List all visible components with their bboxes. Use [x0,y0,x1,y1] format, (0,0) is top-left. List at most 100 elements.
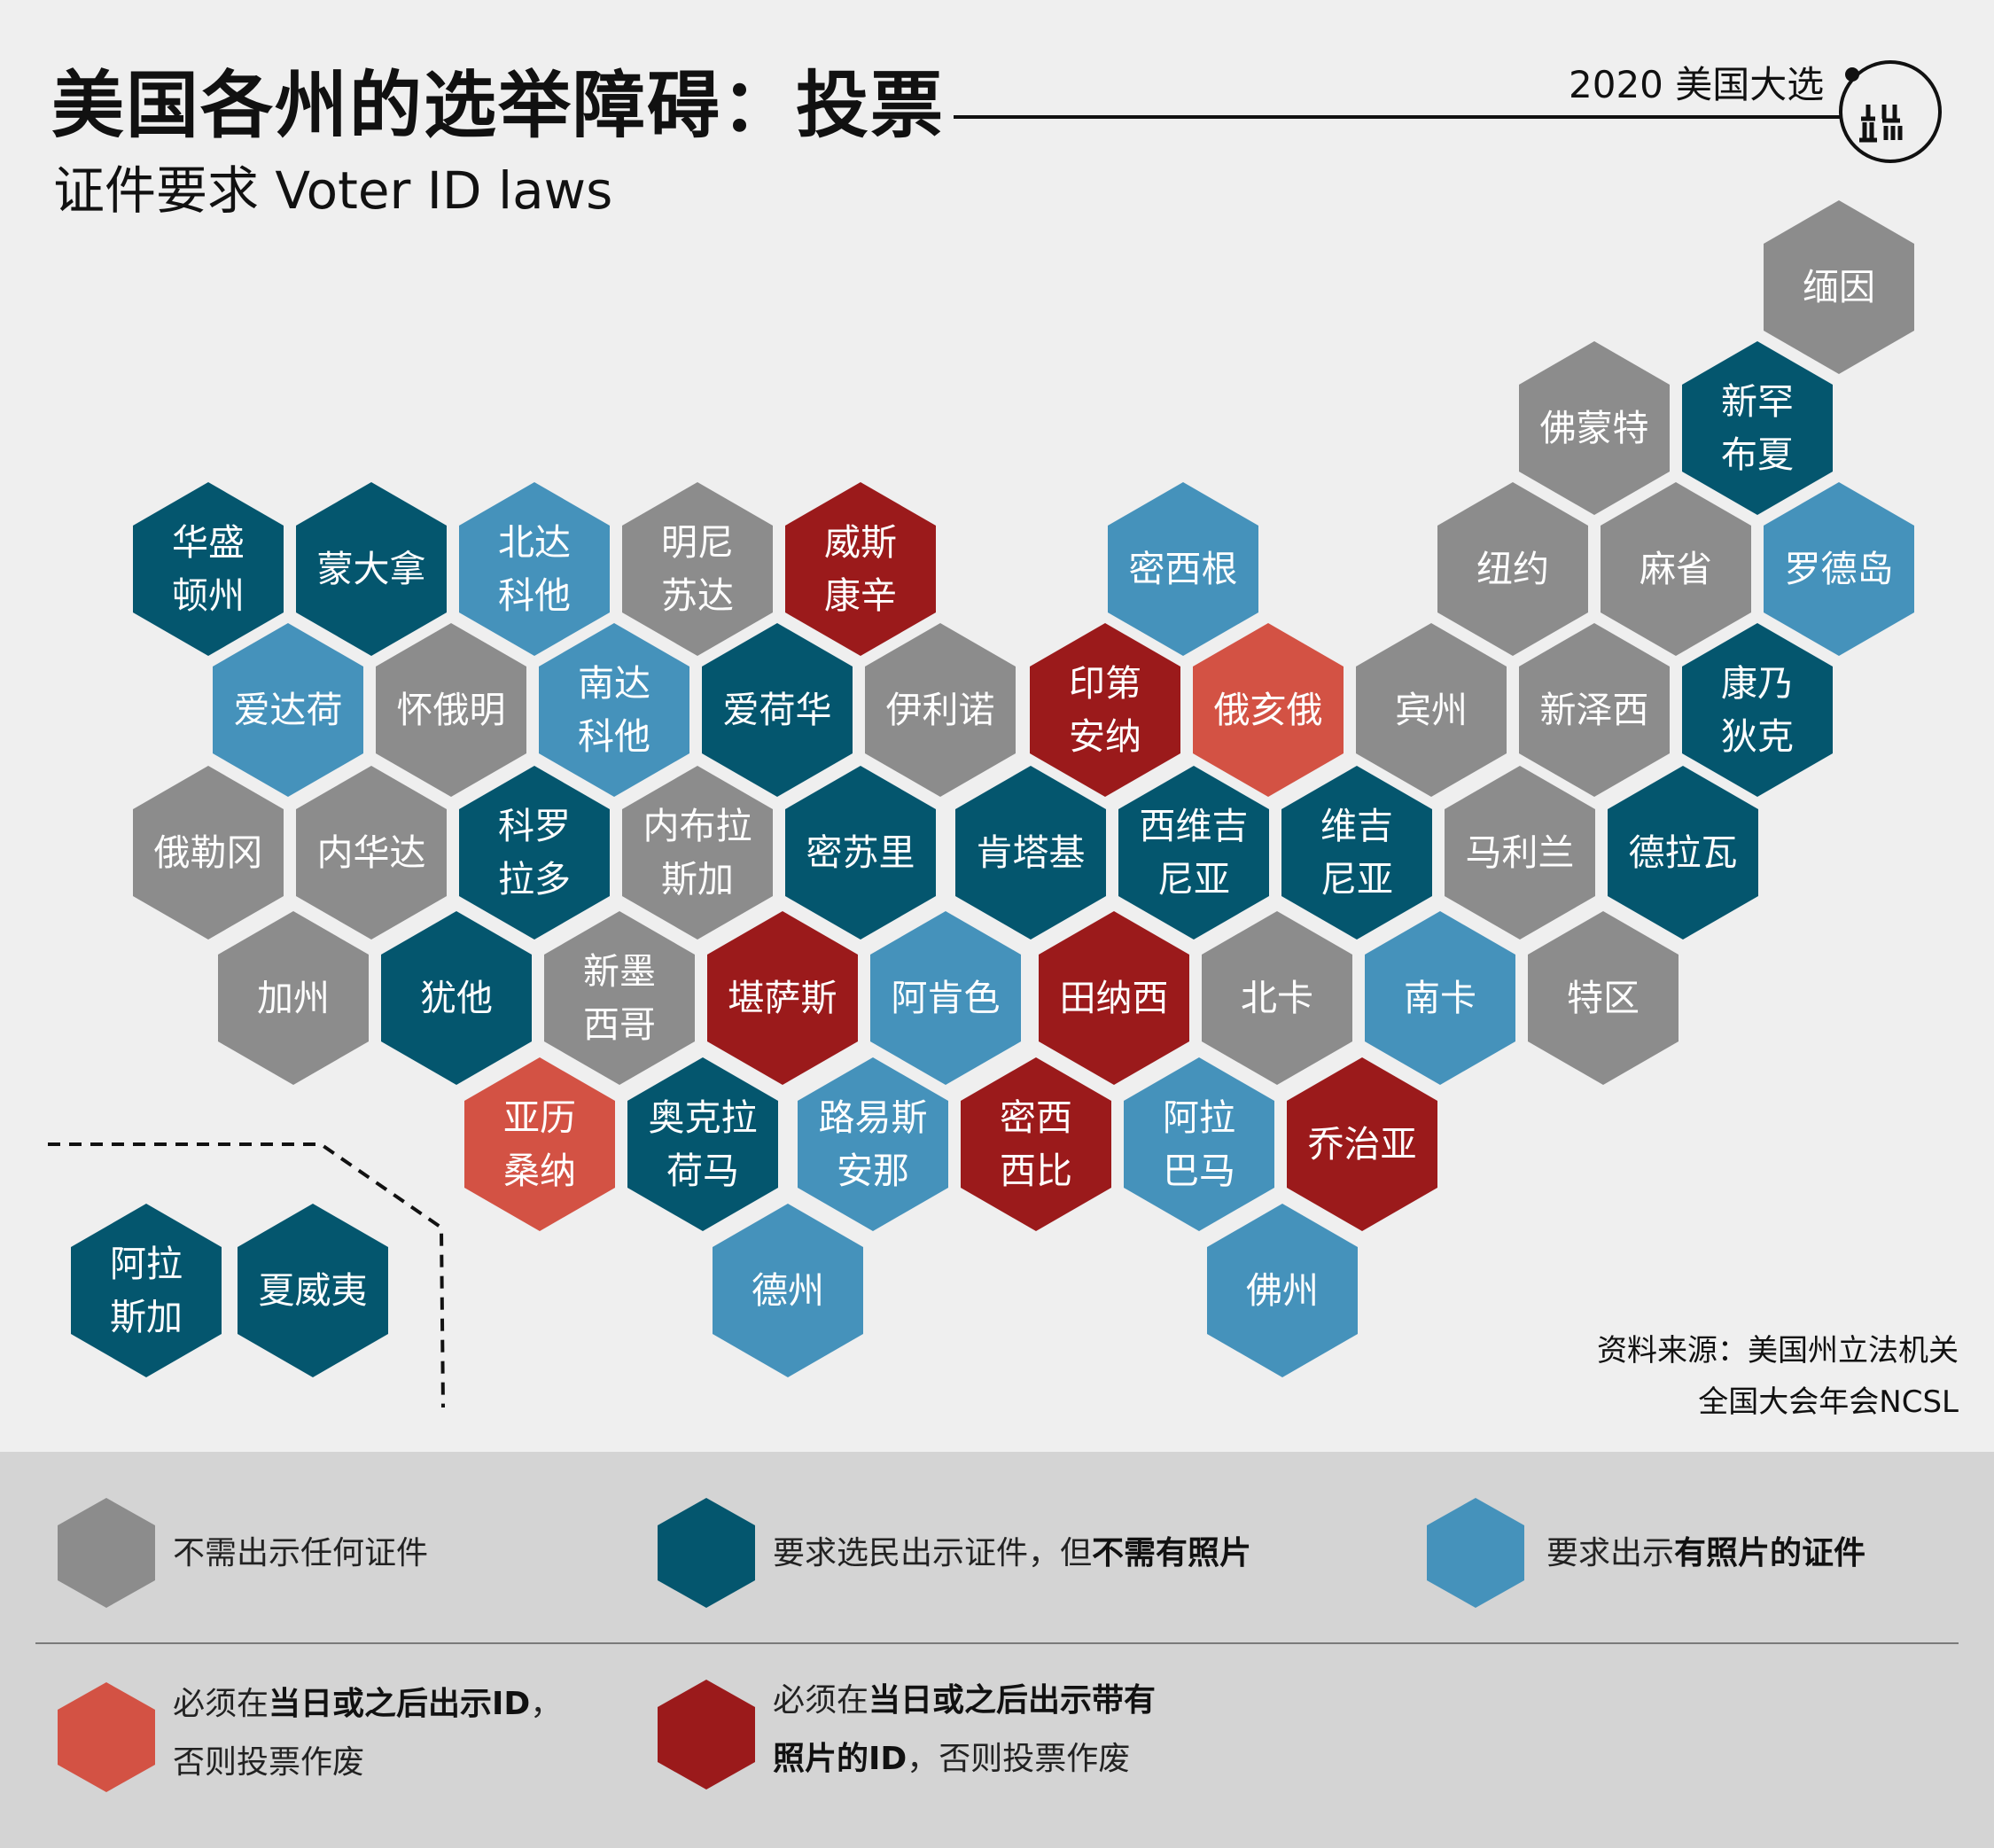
state-name: 纽约 [1476,548,1549,590]
inset-separator-icon [48,1142,445,1408]
state-name: 罗德岛 [1784,548,1894,590]
state-tile: 亚历 桑纳 [464,1057,615,1231]
state-tile: 罗德岛 [1764,482,1914,656]
state-name: 密西根 [1128,548,1238,590]
state-name: 加州 [257,977,330,1019]
legend-panel [0,1452,1994,1848]
legend-divider [35,1642,1959,1644]
legend-text-part: 要求选民出示证件，但 [773,1535,1093,1571]
source-line: 全国大会年会NCSL [1698,1384,1959,1420]
state-tile: 加州 [218,911,369,1085]
legend-label: 要求出示有照片的证件 [1546,1524,1865,1583]
legend-text-part: ，否则投票作废 [907,1741,1131,1777]
state-name: 阿拉 斯加 [110,1243,183,1338]
state-tile: 夏威夷 [238,1204,388,1377]
state-tile: 俄亥俄 [1193,623,1344,797]
state-name: 俄亥俄 [1213,689,1323,731]
state-tile: 田纳西 [1039,911,1189,1085]
state-tile: 科罗 拉多 [459,766,610,940]
state-tile: 肯塔基 [955,766,1106,940]
legend-line: 必须在当日或之后出示ID， [173,1675,562,1734]
state-tile: 内布拉 斯加 [622,766,773,940]
state-name: 华盛 顿州 [172,521,245,617]
state-tile: 特区 [1528,911,1679,1085]
state-tile: 佛州 [1207,1204,1358,1377]
state-tile: 康乃 狄克 [1682,623,1833,797]
state-tile: 华盛 顿州 [133,482,284,656]
title-rule [954,115,1842,119]
state-name: 明尼 苏达 [661,521,734,617]
state-tile: 北达 科他 [459,482,610,656]
legend-line: 照片的ID，否则投票作废 [773,1730,1156,1789]
state-name: 俄勒冈 [153,831,263,874]
legend-text-part: ， [530,1686,563,1722]
legend-label: 要求选民出示证件，但不需有照片 [773,1524,1251,1583]
state-name: 田纳西 [1059,977,1169,1019]
state-tile: 奥克拉 荷马 [627,1057,778,1231]
legend-text-part: 有照片的证件 [1674,1535,1866,1571]
state-tile: 内华达 [296,766,447,940]
state-name: 堪萨斯 [728,977,837,1019]
state-name: 南达 科他 [578,662,650,758]
state-tile: 俄勒冈 [133,766,284,940]
state-name: 爱达荷 [233,689,343,731]
state-tile: 密苏里 [785,766,936,940]
state-tile: 麻省 [1601,482,1751,656]
state-tile: 阿拉 巴马 [1124,1057,1274,1231]
state-name: 爱荷华 [722,689,832,731]
brand-logo-mark-icon [1859,105,1903,143]
brand-logo-dot [1845,67,1859,82]
state-name: 威斯 康辛 [824,521,897,617]
state-name: 路易斯 安那 [818,1096,928,1192]
state-name: 密苏里 [806,831,915,874]
state-tile: 密西 西比 [961,1057,1111,1231]
state-tile: 蒙大拿 [296,482,447,656]
state-tile: 堪萨斯 [707,911,858,1085]
state-name: 新泽西 [1539,689,1649,731]
source-line: 资料来源：美国州立法机关 [1597,1333,1959,1368]
legend-text-part: 不需出示任何证件 [173,1535,429,1571]
state-name: 麻省 [1640,548,1712,590]
state-name: 西维吉 尼亚 [1139,805,1249,901]
state-name: 印第 安纳 [1069,662,1141,758]
legend-swatch [58,1682,155,1792]
state-tile: 缅因 [1764,200,1914,374]
state-name: 新墨 西哥 [583,950,656,1046]
state-name: 内华达 [316,831,426,874]
state-name: 佛州 [1246,1269,1319,1312]
state-name: 亚历 桑纳 [503,1096,576,1192]
state-name: 伊利诺 [885,689,995,731]
state-name: 特区 [1567,977,1640,1019]
legend-label: 必须在当日或之后出示带有 照片的ID，否则投票作废 [773,1672,1156,1789]
state-tile: 伊利诺 [865,623,1016,797]
state-tile: 宾州 [1356,623,1507,797]
state-tile: 南达 科他 [539,623,689,797]
state-tile: 马利兰 [1445,766,1595,940]
page-title: 美国各州的选举障碍：投票 [51,64,946,148]
state-name: 康乃 狄克 [1721,662,1794,758]
state-name: 佛蒙特 [1539,407,1649,449]
legend-label: 不需出示任何证件 [173,1524,428,1583]
state-name: 蒙大拿 [316,548,426,590]
legend-text-part: 当日或之后出示带有 [868,1682,1157,1719]
state-tile: 阿肯色 [870,911,1021,1085]
state-name: 怀俄明 [396,689,506,731]
legend-text-part: 否则投票作废 [173,1744,365,1781]
source-note: 资料来源：美国州立法机关 全国大会年会NCSL [1597,1325,1959,1428]
state-tile: 密西根 [1108,482,1258,656]
state-tile: 阿拉 斯加 [71,1204,222,1377]
state-name: 密西 西比 [1000,1096,1072,1192]
state-tile: 新罕 布夏 [1682,341,1833,515]
state-tile: 北卡 [1202,911,1352,1085]
state-name: 夏威夷 [258,1269,368,1312]
legend-text-part: 当日或之后出示ID [269,1686,531,1722]
state-name: 科罗 拉多 [498,805,571,901]
page-subtitle: 证件要求 Voter ID laws [53,160,613,221]
legend-swatch [58,1498,155,1608]
legend-text-part: 不需有照片 [1092,1535,1252,1571]
brand-logo [1839,60,1942,163]
state-tile: 德州 [713,1204,863,1377]
state-name: 阿肯色 [891,977,1001,1019]
legend-line: 必须在当日或之后出示带有 [773,1672,1156,1730]
state-tile: 新泽西 [1519,623,1670,797]
